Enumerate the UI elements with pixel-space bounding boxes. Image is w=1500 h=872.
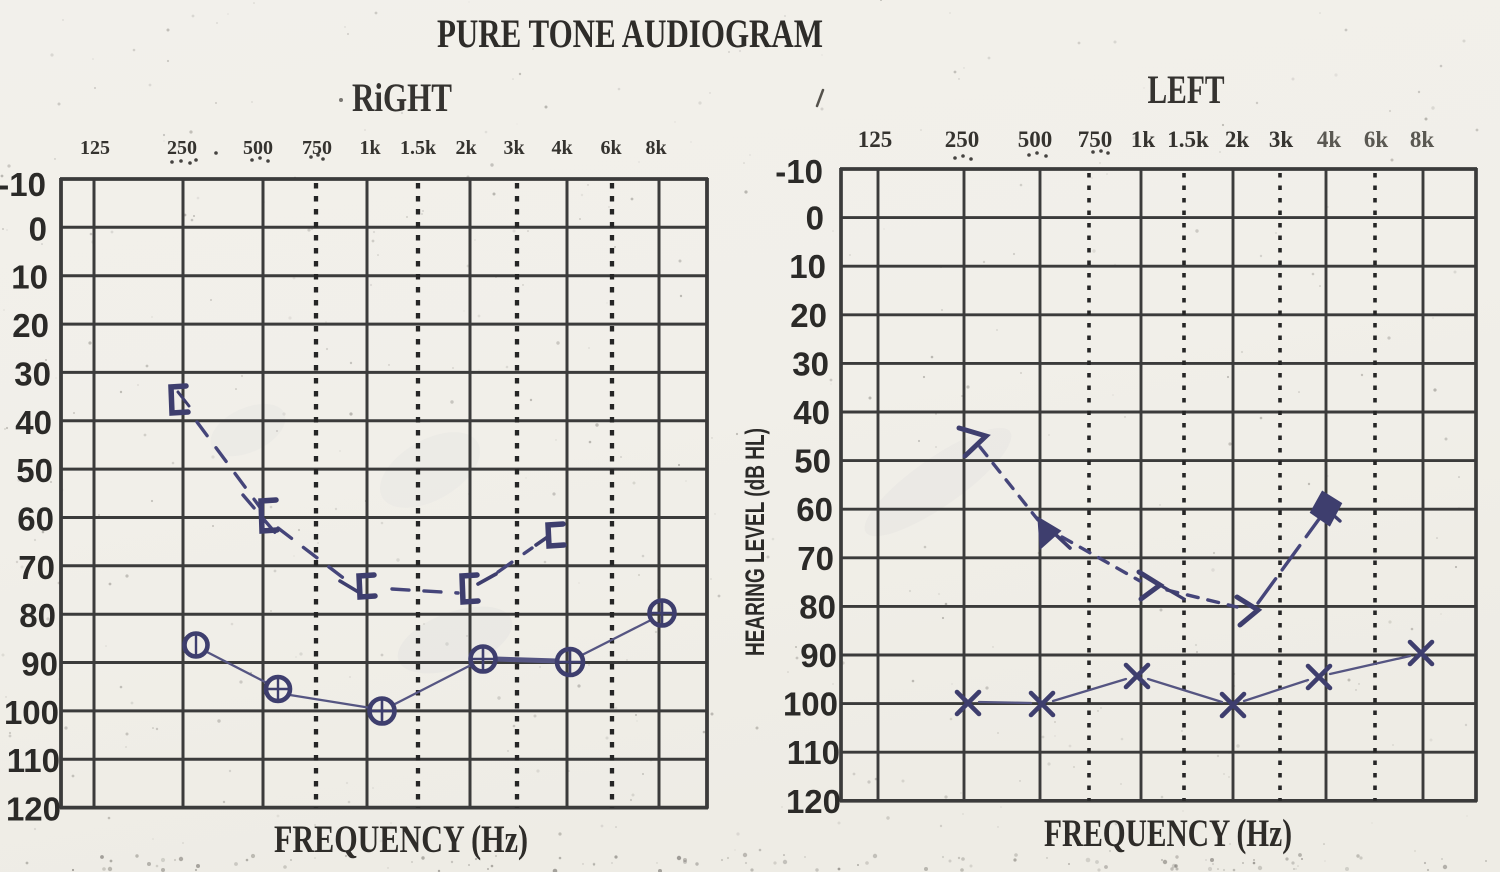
svg-text:10: 10 (789, 248, 826, 285)
svg-text:90: 90 (800, 637, 837, 674)
svg-text:90: 90 (21, 646, 58, 683)
svg-text:RiGHT: RiGHT (352, 75, 452, 120)
svg-text:250: 250 (945, 127, 980, 152)
svg-text:110: 110 (7, 742, 60, 779)
svg-text:40: 40 (15, 404, 52, 441)
svg-text:1.5k: 1.5k (400, 137, 437, 159)
svg-text:750: 750 (302, 137, 332, 159)
svg-text:HEARING LEVEL (dB HL): HEARING LEVEL (dB HL) (740, 428, 770, 656)
svg-text:FREQUENCY (Hz): FREQUENCY (Hz) (1044, 812, 1292, 855)
svg-text:3k: 3k (503, 137, 525, 159)
svg-text:100: 100 (4, 694, 59, 731)
svg-text:4k: 4k (1317, 127, 1342, 152)
svg-text:3k: 3k (1269, 127, 1294, 152)
svg-text:125: 125 (80, 137, 110, 159)
svg-text:500: 500 (1018, 127, 1053, 152)
svg-text:125: 125 (858, 127, 893, 152)
svg-text:LEFT: LEFT (1148, 67, 1225, 112)
svg-text:FREQUENCY (Hz): FREQUENCY (Hz) (274, 818, 528, 861)
svg-text:8k: 8k (645, 137, 667, 159)
svg-text:750: 750 (1078, 127, 1113, 152)
svg-text:50: 50 (16, 452, 53, 489)
svg-text:-10: -10 (0, 166, 46, 203)
svg-text:100: 100 (783, 686, 838, 723)
svg-text:0: 0 (806, 200, 824, 237)
svg-text:30: 30 (792, 345, 829, 382)
svg-text:1.5k: 1.5k (1167, 127, 1209, 152)
svg-text:8k: 8k (1410, 127, 1435, 152)
svg-text:80: 80 (19, 597, 56, 634)
svg-text:-10: -10 (775, 153, 823, 190)
svg-text:120: 120 (6, 791, 61, 828)
svg-text:20: 20 (790, 297, 827, 334)
svg-text:2k: 2k (1225, 127, 1250, 152)
svg-text:70: 70 (18, 549, 55, 586)
svg-text:40: 40 (793, 394, 830, 431)
svg-text:110: 110 (787, 734, 840, 771)
svg-text:500: 500 (243, 137, 273, 159)
svg-text:60: 60 (17, 501, 54, 538)
svg-text:20: 20 (12, 307, 49, 344)
svg-text:6k: 6k (600, 137, 622, 159)
svg-text:6k: 6k (1364, 127, 1389, 152)
svg-text:50: 50 (794, 443, 831, 480)
svg-text:70: 70 (797, 540, 834, 577)
svg-text:120: 120 (786, 783, 841, 820)
svg-text:0: 0 (29, 210, 47, 247)
svg-text:PURE TONE AUDIOGRAM: PURE TONE AUDIOGRAM (437, 11, 823, 56)
svg-text:250: 250 (167, 137, 197, 159)
svg-text:30: 30 (14, 355, 51, 392)
svg-text:60: 60 (796, 491, 833, 528)
svg-text:4k: 4k (551, 137, 573, 159)
svg-text:80: 80 (799, 588, 836, 625)
svg-text:2k: 2k (455, 137, 477, 159)
svg-text:10: 10 (11, 259, 48, 296)
svg-text:1k: 1k (359, 137, 381, 159)
svg-text:1k: 1k (1131, 127, 1156, 152)
